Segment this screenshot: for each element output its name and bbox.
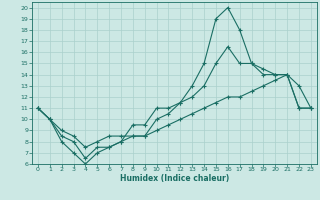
X-axis label: Humidex (Indice chaleur): Humidex (Indice chaleur) bbox=[120, 174, 229, 183]
